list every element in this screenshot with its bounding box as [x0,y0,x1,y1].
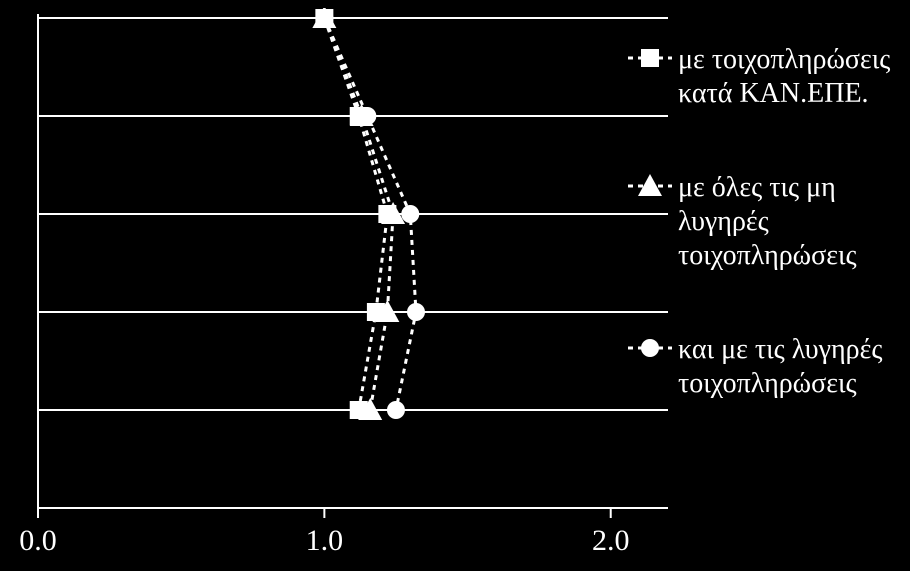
marker-square [641,49,659,67]
legend-label: και με τις λυγηρές [678,334,882,365]
legend-label: κατά ΚΑΝ.ΕΠΕ. [678,78,869,109]
chart-svg: 0.0 1.0 2.0 με τοιχοπληρώσειςκατά ΚΑΝ.ΕΠΕ. μ… [8,8,902,563]
x-tick-label: 1.0 [306,524,344,557]
legend-label: με όλες τις μη [678,172,836,203]
marker-circle [315,9,333,27]
marker-circle [387,401,405,419]
marker-circle [358,107,376,125]
chart-container: 0.0 1.0 2.0 με τοιχοπληρώσειςκατά ΚΑΝ.ΕΠΕ. μ… [8,8,902,563]
legend-label: τοιχοπληρώσεις [678,368,857,399]
legend-label: με τοιχοπληρώσεις [678,44,890,75]
marker-circle [407,303,425,321]
marker-circle [641,339,659,357]
marker-circle [401,205,419,223]
x-tick-label: 0.0 [19,524,57,557]
legend-label: λυγηρές [678,206,769,237]
legend-label: τοιχοπληρώσεις [678,240,857,271]
x-tick-label: 2.0 [592,524,630,557]
